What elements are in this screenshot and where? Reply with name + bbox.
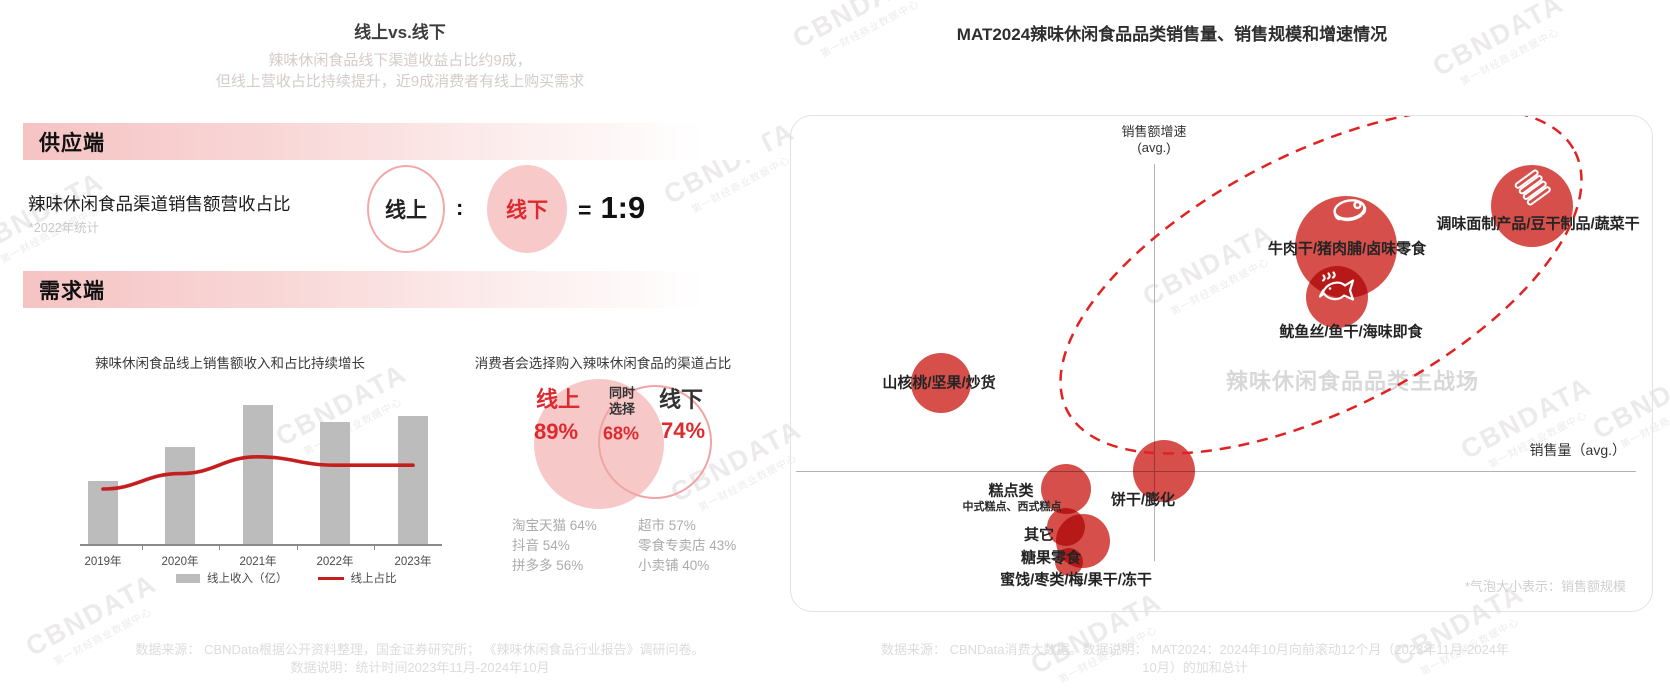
legend-bar-label: 线上收入（亿）: [207, 573, 288, 585]
bar-2021年: [243, 405, 273, 545]
online-circle: 线上: [367, 165, 445, 253]
left-subtitle-line2: 但线上营收占比持续提升，近9成消费者有线上购买需求: [215, 73, 585, 90]
bubble-label-饼干/膨化: 饼干/膨化: [1110, 491, 1176, 509]
right-footer: 数据来源： CBNData消费大数据。数据说明： MAT2024：2024年10…: [830, 641, 1560, 677]
bar-line-chart: 2019年 2020年 2021年 2022年 2023年: [80, 370, 442, 568]
venn-online-value: 89%: [533, 419, 579, 444]
left-subtitle-line1: 辣味休闲食品线下渠道收益占比约9成，: [268, 52, 532, 69]
supply-header-label: 供应端: [39, 131, 105, 155]
axis-tick: [219, 545, 220, 550]
offline-channel-item: 小卖铺 40%: [638, 558, 710, 573]
fish-icon: [1315, 269, 1359, 318]
bar-chart-title: 辣味休闲食品线上销售额收入和占比持续增长: [95, 356, 365, 371]
axis-tick: [374, 545, 375, 550]
trend-line: [101, 454, 415, 491]
ratio-colon: :: [456, 195, 464, 220]
venn-title: 消费者会选择购入辣味休闲食品的渠道占比: [474, 356, 732, 371]
offline-channel-list: 超市 57% 零食专卖店 43% 小卖铺 40%: [638, 516, 736, 576]
bubble-糕点类: [1041, 464, 1091, 514]
bubble-label-糕点类: 糕点类: [988, 482, 1034, 500]
bar-2022年: [320, 422, 350, 545]
bubble-label-其它: 其它: [1023, 526, 1055, 544]
bar-chart-x-axis: [80, 544, 442, 546]
bubble-size-footnote: *气泡大小表示：销售额规模: [1464, 579, 1626, 594]
right-footer-line1: 数据来源： CBNData消费大数据。数据说明： MAT2024：2024年10…: [880, 642, 1510, 657]
bar-chart-legend: 线上收入（亿） 线上占比: [176, 570, 397, 586]
demand-section-header: 需求端: [23, 271, 762, 308]
offline-channel-item: 零食专卖店 43%: [638, 538, 737, 553]
channel-lists: 淘宝天猫 64% 抖音 54% 拼多多 56% 超市 57% 零食专卖店 43% 小卖铺…: [470, 516, 750, 586]
bubble-蜜饯/枣类/梅/果干/冻干: [1055, 548, 1083, 576]
legend-line-label: 线上占比: [350, 573, 397, 585]
bubble-label-山核桃/坚果/炒货: 山核桃/坚果/炒货: [882, 374, 996, 392]
venn-overlap-value: 68%: [602, 423, 640, 444]
supply-desc: 辣味休闲食品渠道销售额营收占比: [28, 194, 291, 214]
axis-tick: [141, 545, 143, 550]
venn-overlap-label-2: 选择: [608, 401, 636, 417]
demand-header-label: 需求端: [39, 279, 105, 303]
bar-2019年: [88, 481, 118, 545]
supply-section-header: 供应端: [23, 123, 762, 160]
bubble-host: 牛肉干/猪肉脯/卤味零食鱿鱼丝/鱼干/海味即食 调味面制产品/豆干制品/蔬菜干山核…: [791, 116, 1652, 611]
x-label-2022年: 2022年: [316, 556, 354, 568]
axis-tick: [296, 545, 298, 550]
left-panel-title: 线上vs.线下: [354, 23, 446, 42]
x-label-2023年: 2023年: [394, 556, 432, 568]
venn-diagram: 线上 89% 同时 选择 68% 线下 74%: [470, 370, 750, 520]
ratio-value: 1:9: [600, 190, 646, 225]
steak-icon: [1328, 194, 1372, 237]
venn-offline-value: 74%: [660, 418, 706, 443]
offline-circle: 线下: [487, 165, 567, 253]
supply-note: *2022年统计: [29, 221, 100, 235]
venn-overlap-label-1: 同时: [608, 385, 636, 401]
bubble-label-鱿鱼丝/鱼干/海味即食: 鱿鱼丝/鱼干/海味即食: [1279, 323, 1423, 341]
online-channel-item: 淘宝天猫 64%: [512, 518, 597, 533]
bubble-label-糖果零食: 糖果零食: [1020, 549, 1082, 567]
online-channel-list: 淘宝天猫 64% 抖音 54% 拼多多 56%: [512, 516, 597, 576]
online-circle-label: 线上: [385, 199, 427, 222]
legend-bar-swatch: [176, 573, 200, 583]
left-footer-line1: 数据来源： CBNData根据公开资料整理，国金证券研究所； 《辣味休闲食品行业…: [135, 642, 705, 657]
venn-offline-circle: [598, 385, 712, 499]
x-label-2021年: 2021年: [239, 556, 277, 568]
legend-line-swatch: [317, 576, 344, 580]
bar-2023年: [398, 416, 428, 545]
left-footer-line2: 数据说明：统计时间2023年11月-2024年10月: [290, 660, 550, 675]
bubble-label-蜜饯/枣类/梅/果干/冻干: 蜜饯/枣类/梅/果干/冻干: [1000, 571, 1152, 589]
left-footer: 数据来源： CBNData根据公开资料整理，国金证券研究所； 《辣味休闲食品行业…: [70, 641, 770, 677]
right-panel-title: MAT2024辣味休闲食品品类销售量、销售规模和增速情况: [956, 25, 1388, 44]
ratio-equals: =: [578, 197, 592, 223]
noodle-strips-icon: [1510, 165, 1554, 214]
venn-offline-label: 线下: [658, 387, 704, 412]
x-axis-line: [796, 471, 1636, 472]
right-footer-line2: 10月）的加和总计: [1142, 660, 1248, 675]
bubble-label-牛肉干/猪肉脯/卤味零食: 牛肉干/猪肉脯/卤味零食: [1267, 240, 1427, 258]
x-label-2020年: 2020年: [161, 556, 199, 568]
bar-2020年: [165, 447, 195, 545]
bubble-sublabel-糕点类: 中式糕点、西式糕点: [962, 501, 1062, 513]
online-channel-item: 抖音 54%: [512, 538, 570, 553]
x-label-2019年: 2019年: [84, 556, 122, 568]
venn-online-label: 线上: [535, 387, 581, 412]
offline-channel-item: 超市 57%: [638, 518, 696, 533]
offline-circle-label: 线下: [506, 199, 548, 222]
bubble-山核桃/坚果/炒货: [911, 353, 971, 413]
bubble-chart-card: 销售额增速 (avg.) 销售量（avg.） 辣味休闲食品品类主战场 牛肉干/猪…: [790, 115, 1653, 612]
bubble-label-调味面制产品/豆干制品/蔬菜干: 调味面制产品/豆干制品/蔬菜干: [1436, 215, 1640, 233]
online-channel-item: 拼多多 56%: [512, 558, 584, 573]
